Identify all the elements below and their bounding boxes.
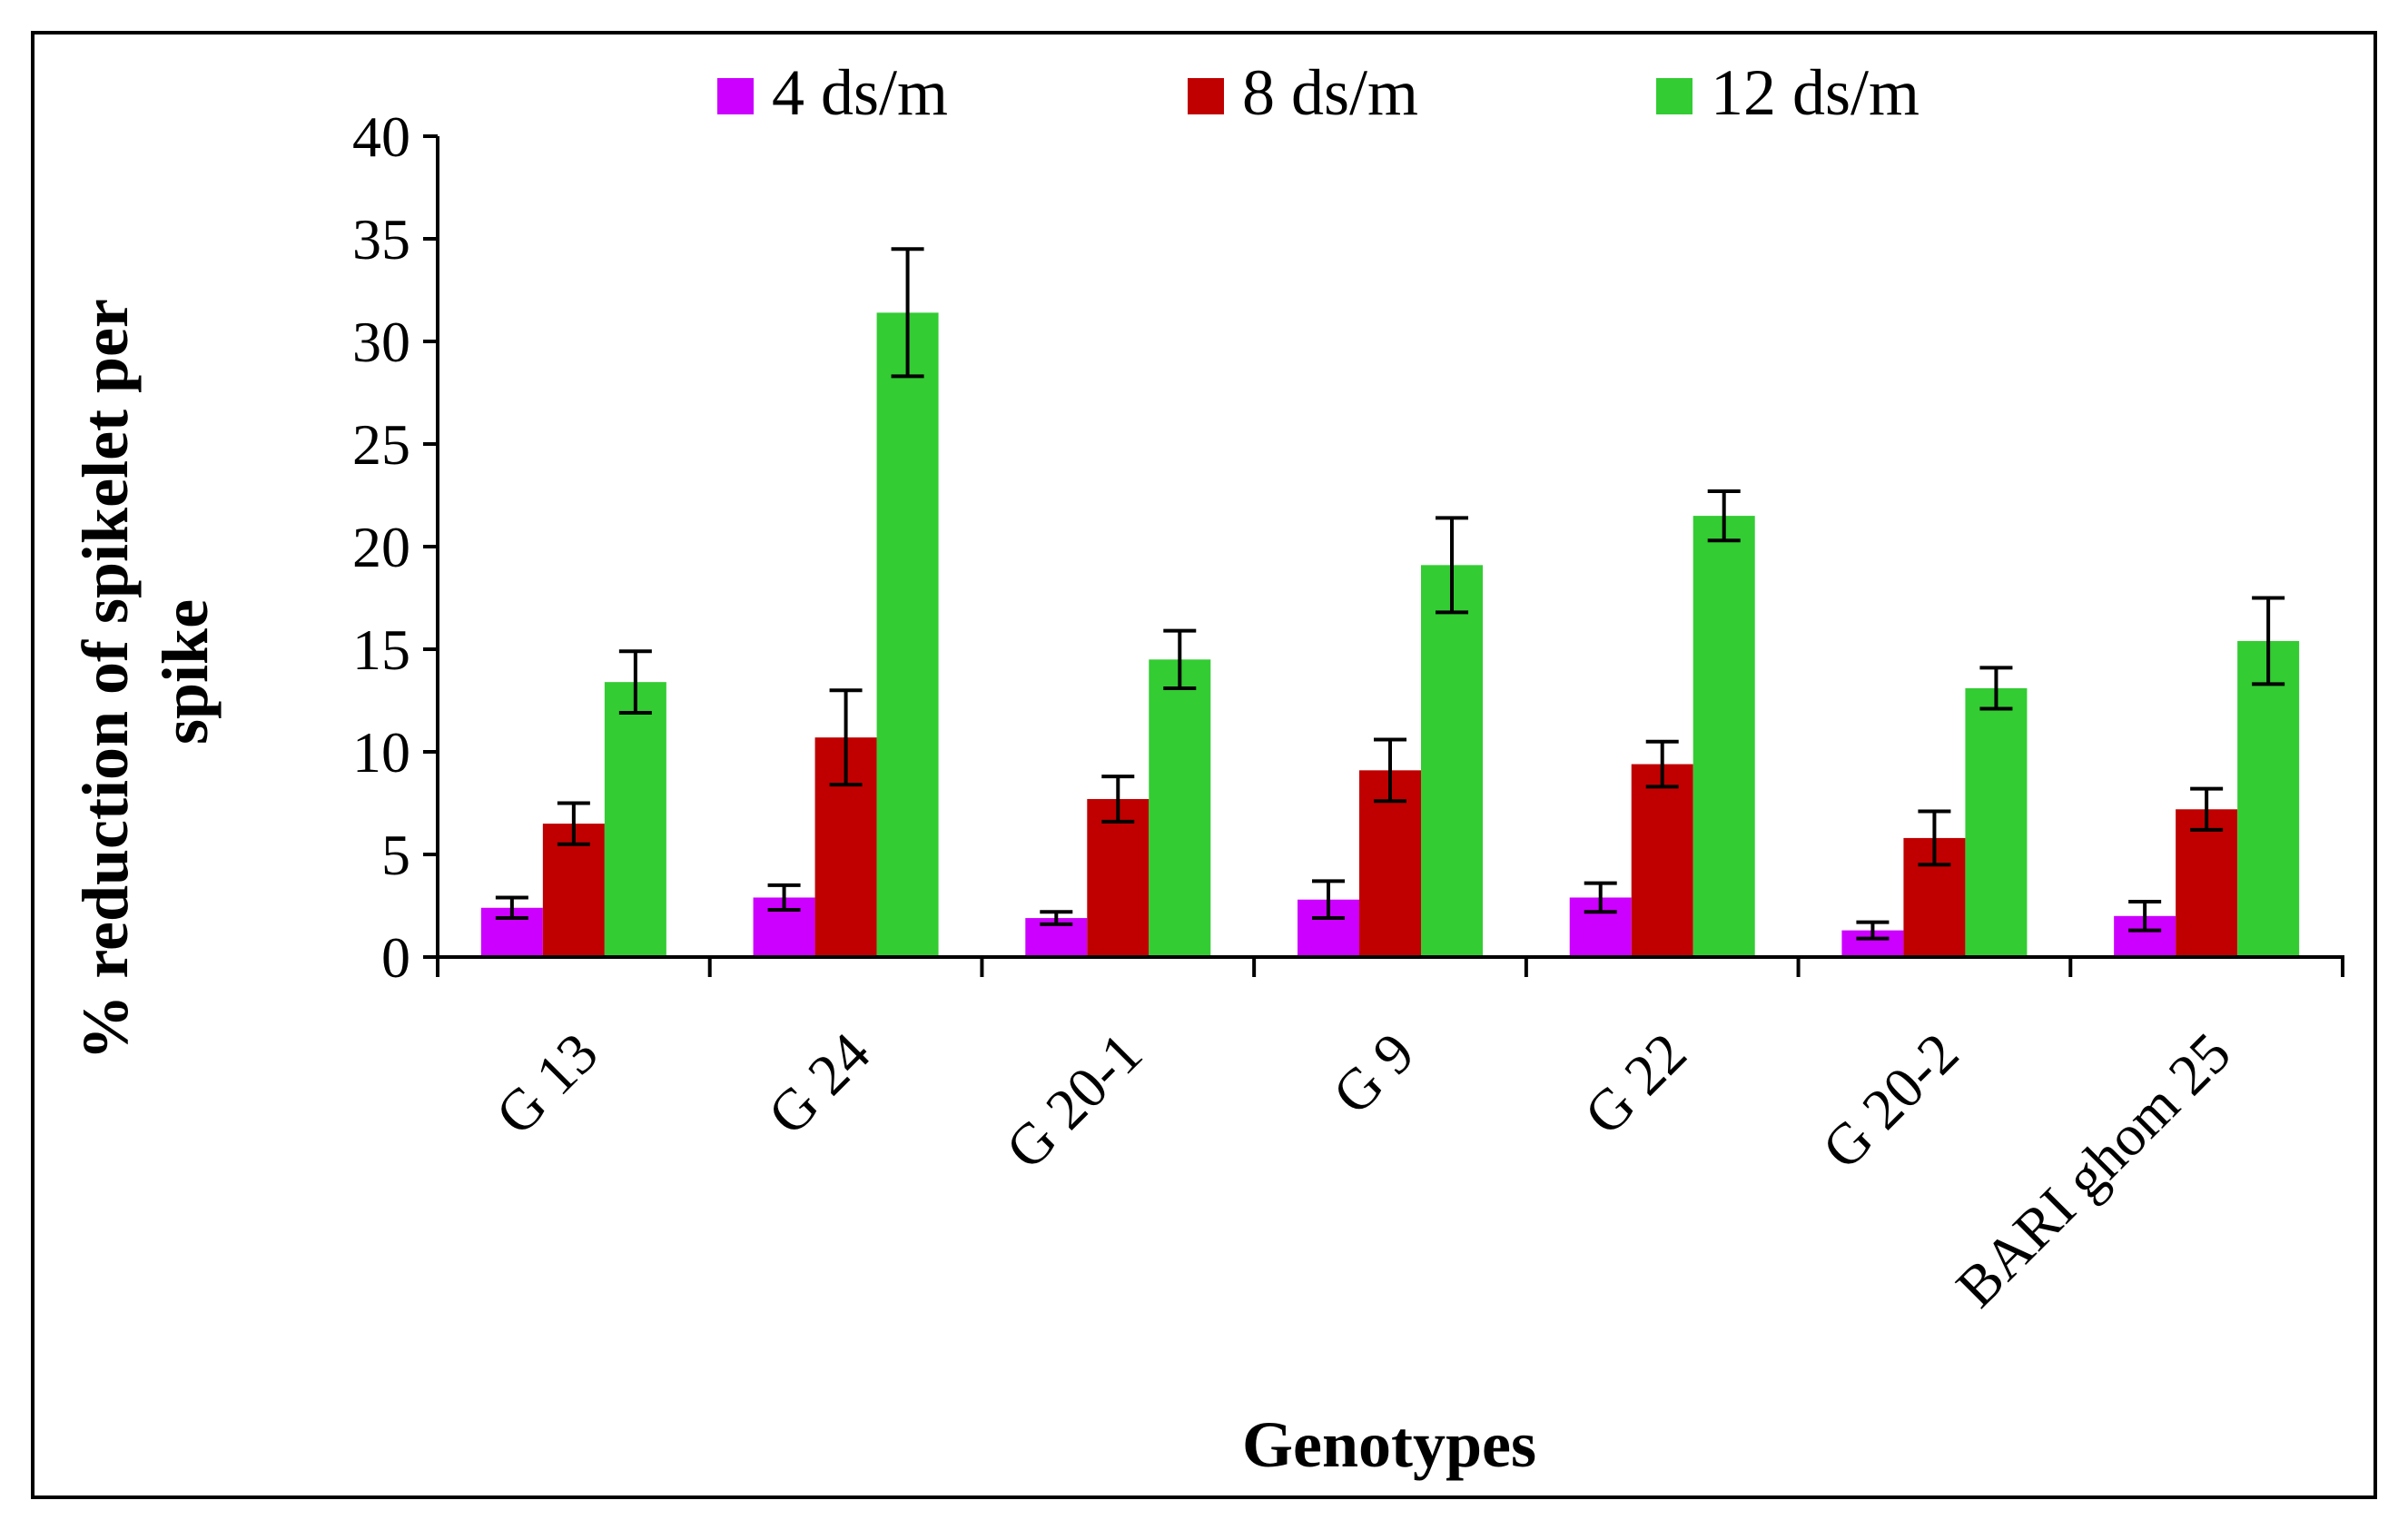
bar-8-ds-m xyxy=(1087,798,1150,957)
bar-12-ds-m xyxy=(1693,516,1755,957)
y-tick-label: 15 xyxy=(352,617,410,682)
legend-swatch xyxy=(1188,78,1224,114)
y-tick-label: 20 xyxy=(352,515,410,579)
bar-12-ds-m xyxy=(2237,640,2300,957)
y-tick-label: 5 xyxy=(381,823,410,887)
legend-label: 4 ds/m xyxy=(772,56,948,129)
y-tick-label: 30 xyxy=(352,310,410,374)
x-category-label: G 9 xyxy=(1320,1021,1426,1127)
legend-label: 12 ds/m xyxy=(1711,56,1919,129)
legend: 4 ds/m 8 ds/m 12 ds/m xyxy=(717,56,1919,129)
legend-label: 8 ds/m xyxy=(1242,56,1418,129)
y-axis-title: % reduction of spikelet per spike xyxy=(69,283,222,1060)
x-category-label: G 24 xyxy=(755,1021,882,1147)
x-axis-title: Genotypes xyxy=(1242,1408,1536,1481)
y-axis-title-line-2: spike xyxy=(149,599,222,745)
y-tick-label: 35 xyxy=(352,207,410,271)
bar-12-ds-m xyxy=(876,312,939,957)
y-tick-label: 10 xyxy=(352,720,410,785)
bars-layer xyxy=(480,312,2300,957)
y-axis-title-line-1: % reduction of spikelet per xyxy=(69,300,142,1061)
x-category-label: G 20-1 xyxy=(993,1021,1154,1181)
y-tick-label: 25 xyxy=(352,412,410,477)
bar-12-ds-m xyxy=(1965,687,2028,957)
bar-8-ds-m xyxy=(1631,764,1693,957)
bar-12-ds-m xyxy=(1149,659,1211,957)
y-tick-label: 0 xyxy=(381,925,410,990)
y-tick-label: 40 xyxy=(352,104,410,169)
x-category-label: G 20-2 xyxy=(1810,1021,1970,1181)
x-category-label: G 22 xyxy=(1572,1021,1698,1147)
legend-swatch xyxy=(1656,78,1693,114)
legend-swatch xyxy=(717,78,754,114)
x-category-label: G 13 xyxy=(483,1021,609,1147)
error-bars-layer xyxy=(495,247,2285,941)
bar-8-ds-m xyxy=(2176,809,2238,957)
bar-12-ds-m xyxy=(1421,565,1483,957)
bar-12-ds-m xyxy=(604,682,666,957)
x-category-label: BARI ghom 25 xyxy=(1944,1021,2243,1319)
